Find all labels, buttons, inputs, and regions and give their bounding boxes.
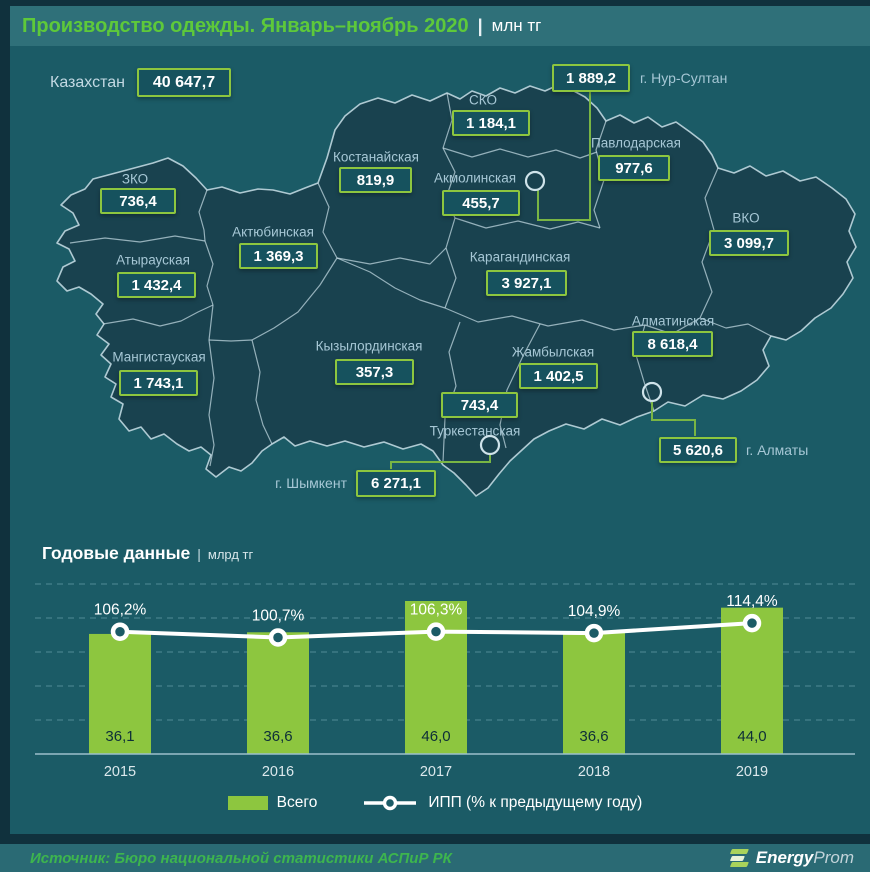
chart-title-row: Годовые данные | млрд тг <box>42 543 253 564</box>
legend-bar-swatch <box>227 796 268 810</box>
legend-line-icon <box>364 795 417 811</box>
region-label-kyzylorda: Кызылординская <box>315 338 423 354</box>
region-value-box-zko: 736,4 <box>100 188 176 214</box>
chart-legend: Всего ИПП (% к предыдущему году) <box>0 794 870 812</box>
footer-bar: Источник: Бюро национальной статистики А… <box>0 844 870 872</box>
region-label-zhambyl: Жамбылская <box>511 344 595 360</box>
country-label: Казахстан <box>50 73 125 91</box>
region-value-box-mangystau: 1 743,1 <box>119 370 198 396</box>
title-separator: | <box>477 15 483 36</box>
region-value-box-pavlodar: 977,6 <box>598 155 670 181</box>
region-label-zko: ЗКО <box>121 171 149 187</box>
city-label-nur-sultan: г. Нур-Султан <box>640 70 728 86</box>
region-value-box-zhambyl: 1 402,5 <box>519 363 598 389</box>
region-label-mangystau: Мангистауская <box>112 349 206 365</box>
country-total: Казахстан 40 647,7 <box>50 68 231 97</box>
title-unit: млн тг <box>491 16 542 35</box>
region-label-atyrau: Атырауская <box>116 252 190 268</box>
page-title: Производство одежды. Январь–ноябрь 2020 <box>22 14 469 37</box>
chart-title: Годовые данные <box>42 543 191 563</box>
content-panel <box>10 46 870 834</box>
region-label-vko: ВКО <box>732 210 760 226</box>
legend-line-label: ИПП (% к предыдущему году) <box>428 794 643 811</box>
energyprom-icon <box>729 849 749 867</box>
city-value-box-shymkent: 6 271,1 <box>356 470 436 497</box>
region-label-aktobe: Актюбинская <box>232 224 314 240</box>
region-value-box-atyrau: 1 432,4 <box>117 272 196 298</box>
energyprom-logo: Energy Prom <box>729 848 854 868</box>
region-value-box-kyzylorda: 357,3 <box>335 359 414 385</box>
brand-bold: Energy <box>755 848 814 867</box>
region-value-box-sko: 1 184,1 <box>452 110 530 136</box>
city-label-almaty-city: г. Алматы <box>746 442 809 458</box>
region-label-akmola: Акмолинская <box>433 170 517 186</box>
chart-title-unit: млрд тг <box>207 547 254 562</box>
header-bar: Производство одежды. Январь–ноябрь 2020 … <box>10 6 870 46</box>
region-label-turkestan: Туркестанская <box>429 423 521 439</box>
source-note: Источник: Бюро национальной статистики А… <box>30 849 452 867</box>
legend-bar-label: Всего <box>276 794 318 811</box>
region-value-box-vko: 3 099,7 <box>709 230 789 256</box>
region-value-box-aktobe: 1 369,3 <box>239 243 318 269</box>
region-label-pavlodar: Павлодарская <box>591 135 681 151</box>
city-value-box-nur-sultan: 1 889,2 <box>552 64 630 92</box>
region-value-box-kostanay: 819,9 <box>339 167 412 193</box>
city-label-shymkent: г. Шымкент <box>275 475 347 491</box>
city-value-box-almaty-city: 5 620,6 <box>659 437 737 463</box>
chart-title-separator: | <box>197 546 201 562</box>
brand-light: Prom <box>813 848 854 867</box>
country-value-box: 40 647,7 <box>136 68 231 97</box>
region-label-karaganda: Карагандинская <box>469 249 571 265</box>
region-label-kostanay: Костанайская <box>333 149 419 165</box>
region-value-box-turkestan: 743,4 <box>441 392 518 418</box>
region-value-box-karaganda: 3 927,1 <box>486 270 567 296</box>
region-value-box-almaty-region: 8 618,4 <box>632 331 713 357</box>
region-label-almaty-region: Алматинская <box>631 313 715 329</box>
region-value-box-akmola: 455,7 <box>442 190 520 216</box>
region-label-sko: СКО <box>469 92 497 108</box>
